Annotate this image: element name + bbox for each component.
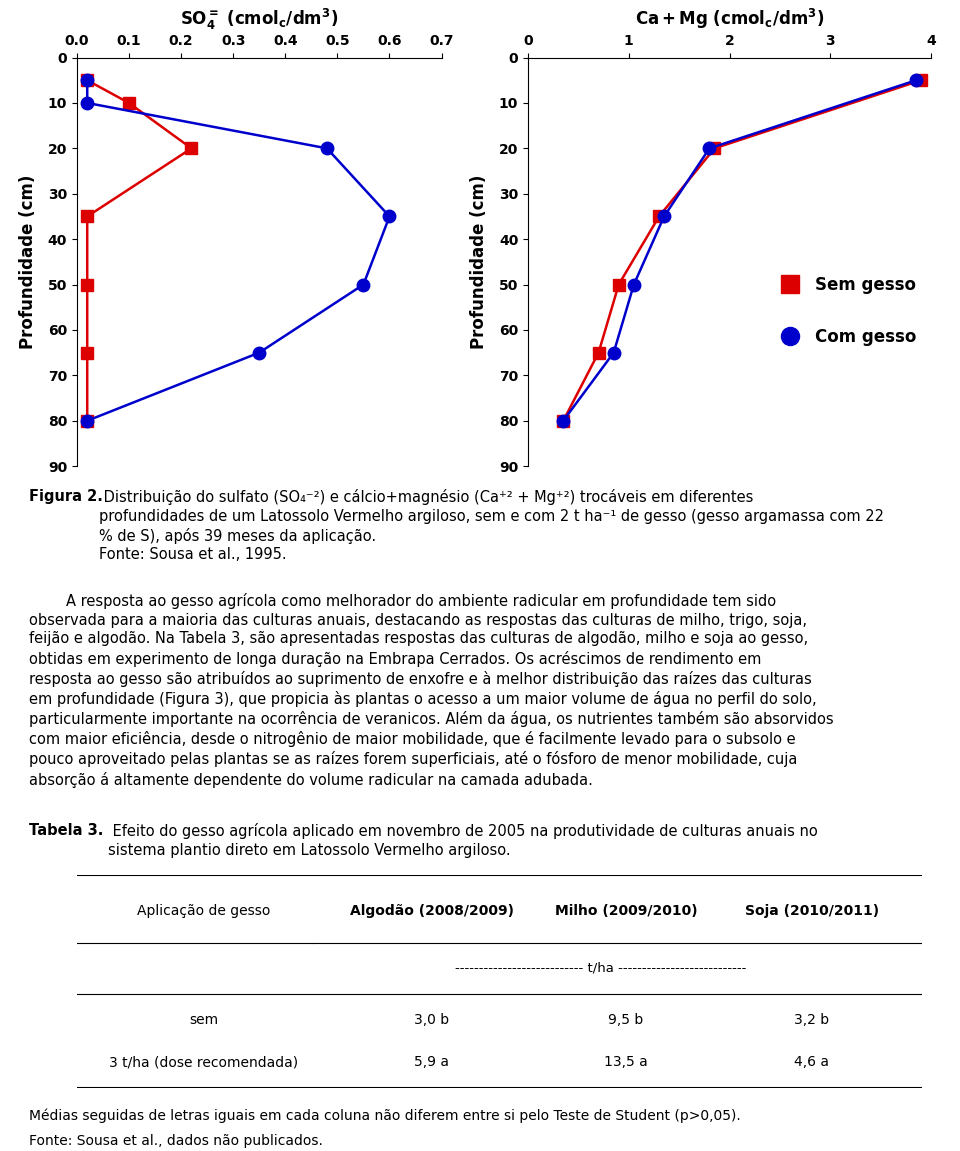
X-axis label: $\mathbf{SO_4^{=}\ (cmol_c/dm^3)}$: $\mathbf{SO_4^{=}\ (cmol_c/dm^3)}$ (180, 7, 338, 32)
Text: Figura 2.: Figura 2. (29, 489, 103, 504)
Text: Tabela 3.: Tabela 3. (29, 823, 103, 838)
Text: Efeito do gesso agrícola aplicado em novembro de 2005 na produtividade de cultur: Efeito do gesso agrícola aplicado em nov… (108, 823, 817, 857)
Text: Milho (2009/2010): Milho (2009/2010) (555, 904, 697, 918)
Text: Algodão (2008/2009): Algodão (2008/2009) (349, 904, 514, 918)
Text: 3,2 b: 3,2 b (794, 1013, 829, 1027)
Legend: Sem gesso, Com gesso: Sem gesso, Com gesso (766, 269, 923, 352)
Text: sem: sem (189, 1013, 218, 1027)
Text: 4,6 a: 4,6 a (794, 1055, 829, 1069)
Text: Distribuição do sulfato (SO₄⁻²) e cálcio+magnésio (Ca⁺² + Mg⁺²) trocáveis em dif: Distribuição do sulfato (SO₄⁻²) e cálcio… (99, 489, 884, 563)
Text: A resposta ao gesso agrícola como melhorador do ambiente radicular em profundida: A resposta ao gesso agrícola como melhor… (29, 593, 833, 787)
Text: 3,0 b: 3,0 b (414, 1013, 449, 1027)
Text: 5,9 a: 5,9 a (414, 1055, 449, 1069)
Text: 9,5 b: 9,5 b (609, 1013, 643, 1027)
Y-axis label: Profundidade (cm): Profundidade (cm) (18, 175, 36, 349)
X-axis label: $\mathbf{Ca + Mg\ (cmol_c/dm^3)}$: $\mathbf{Ca + Mg\ (cmol_c/dm^3)}$ (635, 7, 825, 31)
Text: Médias seguidas de letras iguais em cada coluna não diferem entre si pelo Teste : Médias seguidas de letras iguais em cada… (29, 1108, 740, 1123)
Text: 3 t/ha (dose recomendada): 3 t/ha (dose recomendada) (108, 1055, 299, 1069)
Y-axis label: Profundidade (cm): Profundidade (cm) (469, 175, 488, 349)
Text: 13,5 a: 13,5 a (604, 1055, 648, 1069)
Text: Soja (2010/2011): Soja (2010/2011) (745, 904, 878, 918)
Text: --------------------------- t/ha ---------------------------: --------------------------- t/ha -------… (455, 962, 746, 975)
Text: Fonte: Sousa et al., dados não publicados.: Fonte: Sousa et al., dados não publicado… (29, 1134, 323, 1148)
Text: Aplicação de gesso: Aplicação de gesso (137, 904, 270, 918)
